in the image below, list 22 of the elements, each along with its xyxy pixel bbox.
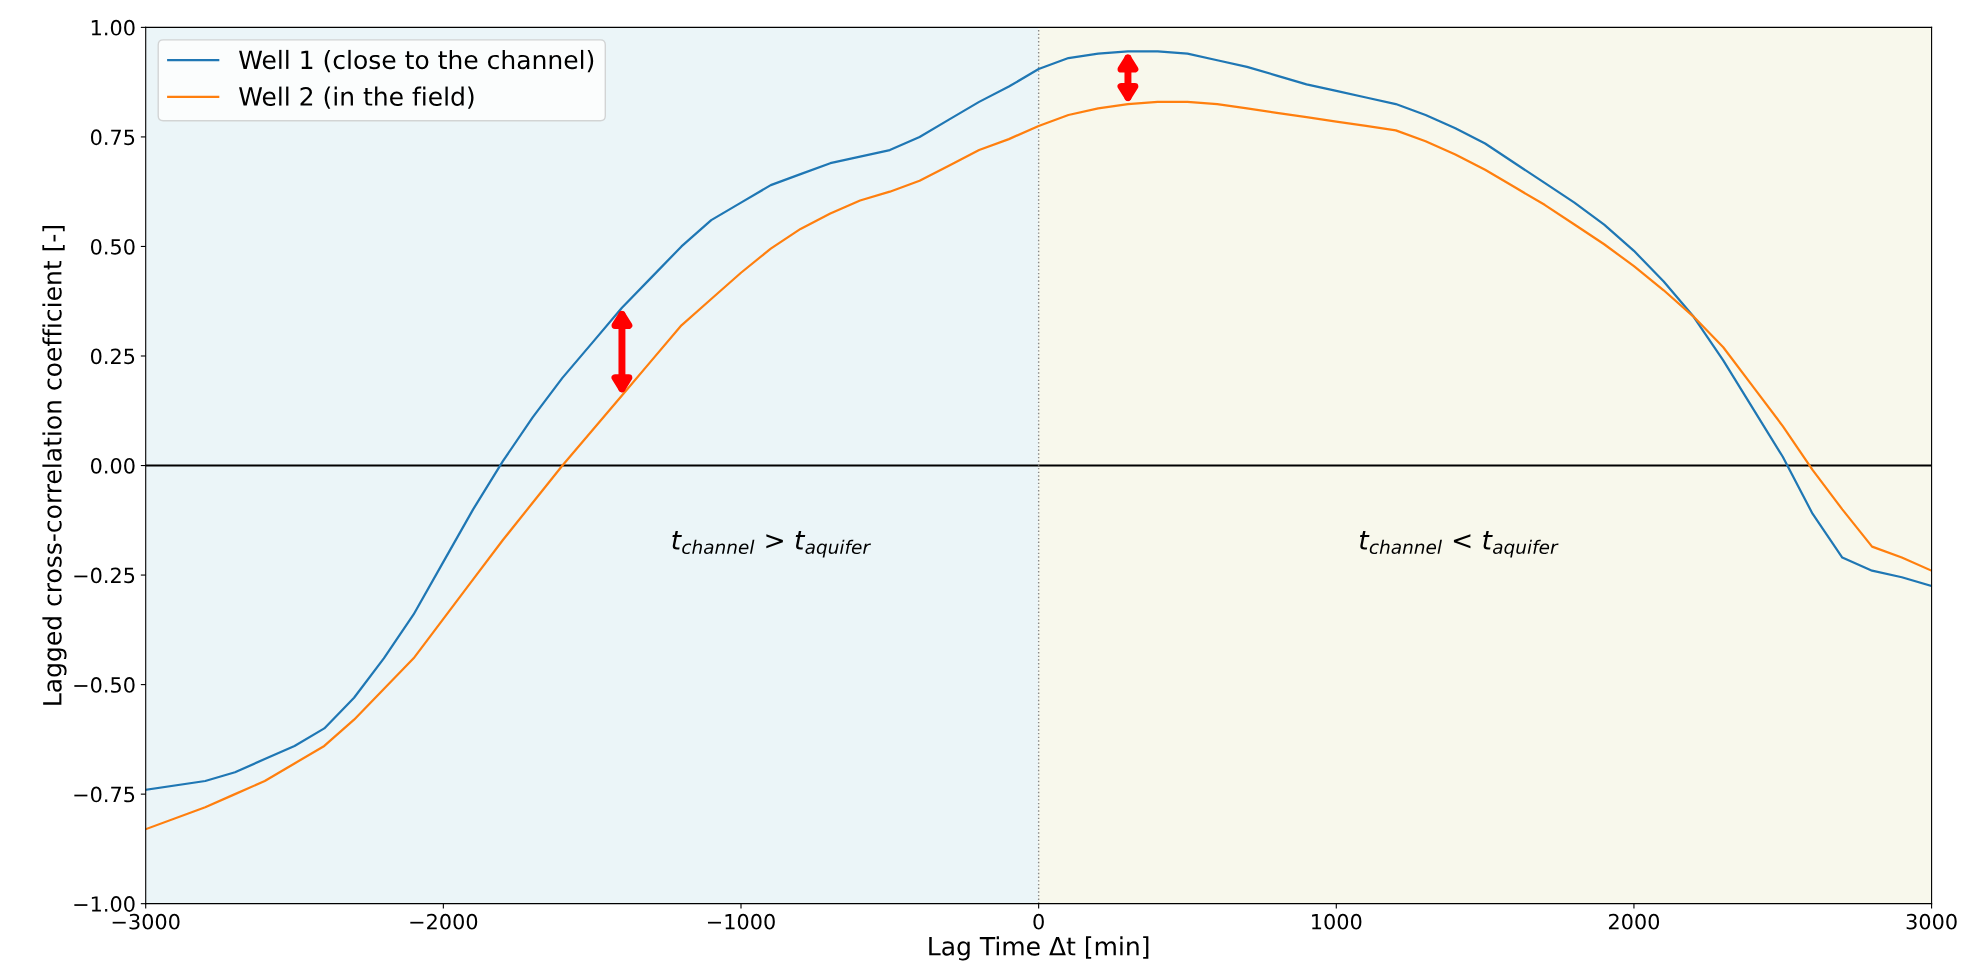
y-tick-label: −0.50	[74, 677, 135, 693]
y-tick-label: 0.25	[90, 348, 135, 365]
x-tick-label: 2000	[1608, 913, 1660, 930]
x-axis-title: Lag Time Δt [min]	[929, 936, 1149, 961]
x-tick-label: −1000	[707, 913, 775, 930]
x-tick-label: −2000	[410, 913, 478, 930]
y-tick-label: 0.00	[90, 457, 135, 474]
y-tick-label: −1.00	[74, 896, 135, 912]
band-label: t$_{channel}$ < t$_{aquifer}$	[1360, 530, 1559, 558]
y-tick-label: 1.00	[91, 19, 135, 36]
legend-label: Well 1 (close to the channel)	[239, 49, 594, 73]
y-axis-title: Lagged cross-correlation coefficient [-]	[42, 226, 67, 705]
legend-label: Well 2 (in the field)	[239, 86, 474, 109]
band-label: t$_{channel}$ > t$_{aquifer}$	[672, 530, 871, 558]
y-tick-label: 0.50	[90, 238, 135, 255]
x-tick-label: 0	[1033, 913, 1044, 930]
x-tick-label: 1000	[1312, 913, 1362, 930]
x-tick-label: −3000	[112, 913, 180, 930]
y-tick-label: −0.25	[74, 567, 135, 584]
y-tick-label: 0.75	[90, 129, 135, 146]
y-tick-label: −0.75	[74, 786, 135, 803]
x-tick-label: 3000	[1906, 913, 1957, 930]
